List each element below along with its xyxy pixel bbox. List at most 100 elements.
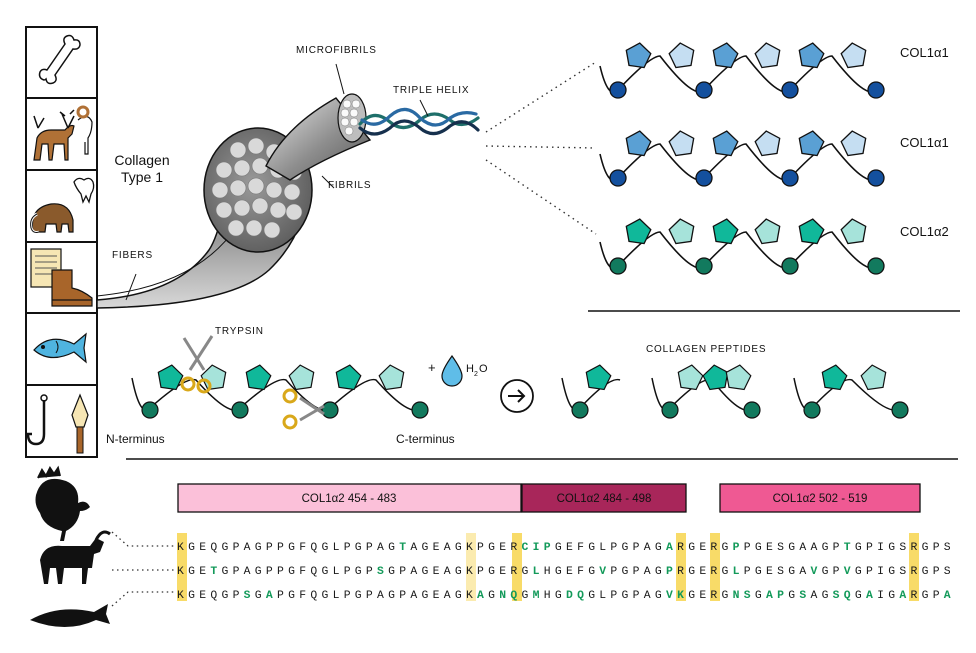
residue-pentagon	[200, 364, 227, 391]
sequence-highlights	[177, 533, 919, 601]
residue-pentagon	[668, 130, 695, 157]
residue-pentagon	[798, 130, 825, 157]
residue-ball	[781, 257, 799, 275]
chain-label-col1a1-middle: COL1α1	[900, 135, 949, 150]
water-drop-icon	[441, 354, 463, 387]
residue-pentagon	[798, 218, 825, 245]
peptide-segment	[131, 364, 429, 419]
residue-pentagon	[712, 42, 739, 69]
residue-pentagon	[798, 42, 825, 69]
residue-pentagon	[585, 364, 612, 391]
residue-ball	[411, 401, 429, 419]
parchment-boot-icon	[30, 248, 93, 307]
plus-label: +	[428, 360, 436, 375]
water-h-label: H	[466, 363, 474, 375]
sequence-row-turkey: KGEQGPAGPPGFQGLPGPAG T AGEAGKPGER CIP GEFGLP…	[177, 542, 951, 554]
mammoth-tooth-icon	[29, 177, 95, 234]
residue-pentagon	[712, 130, 739, 157]
residue-pentagon	[840, 218, 867, 245]
arrow-right-icon	[508, 389, 526, 403]
residue-ball	[867, 81, 885, 99]
scissors-icon-bottom	[282, 388, 325, 430]
residue-ball	[867, 257, 885, 275]
residue-ball	[803, 401, 821, 419]
residue-pentagon	[668, 42, 695, 69]
chain-diagram-0	[599, 42, 885, 99]
triple-helix-label: TRIPLE HELIX	[393, 85, 469, 96]
residue-pentagon	[712, 218, 739, 245]
chain-label-col1a1-top: COL1α1	[900, 45, 949, 60]
residue-pentagon	[288, 364, 315, 391]
residue-ball	[609, 169, 627, 187]
residue-pentagon	[754, 42, 781, 69]
residue-pentagon	[754, 130, 781, 157]
water-subscript-label: 2	[474, 371, 478, 378]
residue-pentagon	[860, 364, 887, 391]
c-terminus-label: C-terminus	[396, 432, 455, 446]
sequence-row-salmon: KGEQGP S G A PGFQGLPGPAGPAGEAGK A G NQ G M HG DQ GLP…	[177, 590, 951, 602]
fiber-hierarchy-illustration	[96, 61, 597, 309]
residue-ball	[695, 169, 713, 187]
residue-pentagon	[625, 218, 652, 245]
residue-pentagon	[335, 364, 362, 391]
salmon-icon	[30, 604, 110, 627]
peptide-bar-484-498	[521, 483, 687, 513]
chain-diagram-1	[599, 130, 885, 187]
residue-pentagon	[821, 364, 848, 391]
residue-ball	[231, 401, 249, 419]
residue-pentagon	[840, 42, 867, 69]
residue-ball	[867, 169, 885, 187]
fibers-label: FIBERS	[112, 250, 153, 261]
residue-ball	[781, 169, 799, 187]
residue-pentagon	[378, 364, 405, 391]
residue-pentagon	[754, 218, 781, 245]
deer-ram-icon	[33, 105, 93, 161]
chain-label-col1a2: COL1α2	[900, 224, 949, 239]
water-o-label: O	[479, 363, 488, 375]
residue-pentagon	[677, 364, 704, 391]
chain-diagram-2	[599, 218, 885, 275]
peptide-segment	[651, 364, 761, 419]
residue-pentagon	[245, 364, 272, 391]
collagen-type-label-2: Type 1	[121, 169, 163, 185]
residue-ball	[695, 257, 713, 275]
turkey-icon	[35, 465, 90, 541]
sequence-alignment: KGEQGPAGPPGFQGLPGPAG T AGEAGKPGER CIP GEFGLP…	[177, 542, 951, 602]
peptide-bar-label-502-519: COL1α2 502 - 519	[773, 493, 868, 505]
goat-icon	[40, 530, 111, 584]
residue-ball	[571, 401, 589, 419]
peptide-bar-label-484-498: COL1α2 484 - 498	[557, 493, 652, 505]
residue-pentagon	[157, 364, 184, 391]
peptide-bars: COL1α2 454 - 483 COL1α2 484 - 498 COL1α2…	[177, 483, 921, 513]
sequence-row-goat: KGE T GPAGPPGFQGLPGP S GPAGEAGKPGERG L HGEFG V P…	[177, 566, 951, 578]
source-icon-column	[25, 26, 98, 458]
fish-icon	[33, 332, 87, 364]
residue-ball	[321, 401, 339, 419]
trypsin-digestion-diagram	[131, 364, 909, 419]
peptide-bar-454-483	[177, 483, 522, 513]
residue-ball	[609, 81, 627, 99]
collagen-chain-diagrams	[599, 42, 885, 275]
residue-ball	[743, 401, 761, 419]
peptide-segment	[793, 364, 909, 419]
collagen-peptides-label: COLLAGEN PEPTIDES	[646, 344, 766, 355]
collagen-type-label: Collagen	[114, 152, 169, 168]
residue-ball	[141, 401, 159, 419]
scissors-icon-top	[180, 335, 214, 394]
n-terminus-label: N-terminus	[106, 432, 165, 446]
peptide-bar-label-454-483: COL1α2 454 - 483	[302, 493, 397, 505]
peptide-bar-502-519	[719, 483, 921, 513]
microfibrils-label: MICROFIBRILS	[296, 45, 377, 56]
peptide-segment	[561, 364, 621, 419]
residue-pentagon	[840, 130, 867, 157]
residue-ball	[891, 401, 909, 419]
residue-pentagon	[625, 42, 652, 69]
residue-pentagon	[668, 218, 695, 245]
fibrils-label: FIBRILS	[328, 180, 371, 191]
residue-ball	[781, 81, 799, 99]
residue-ball	[661, 401, 679, 419]
species-connectors	[111, 531, 176, 607]
trypsin-label: TRYPSIN	[215, 326, 264, 337]
bone-icon	[38, 34, 81, 85]
